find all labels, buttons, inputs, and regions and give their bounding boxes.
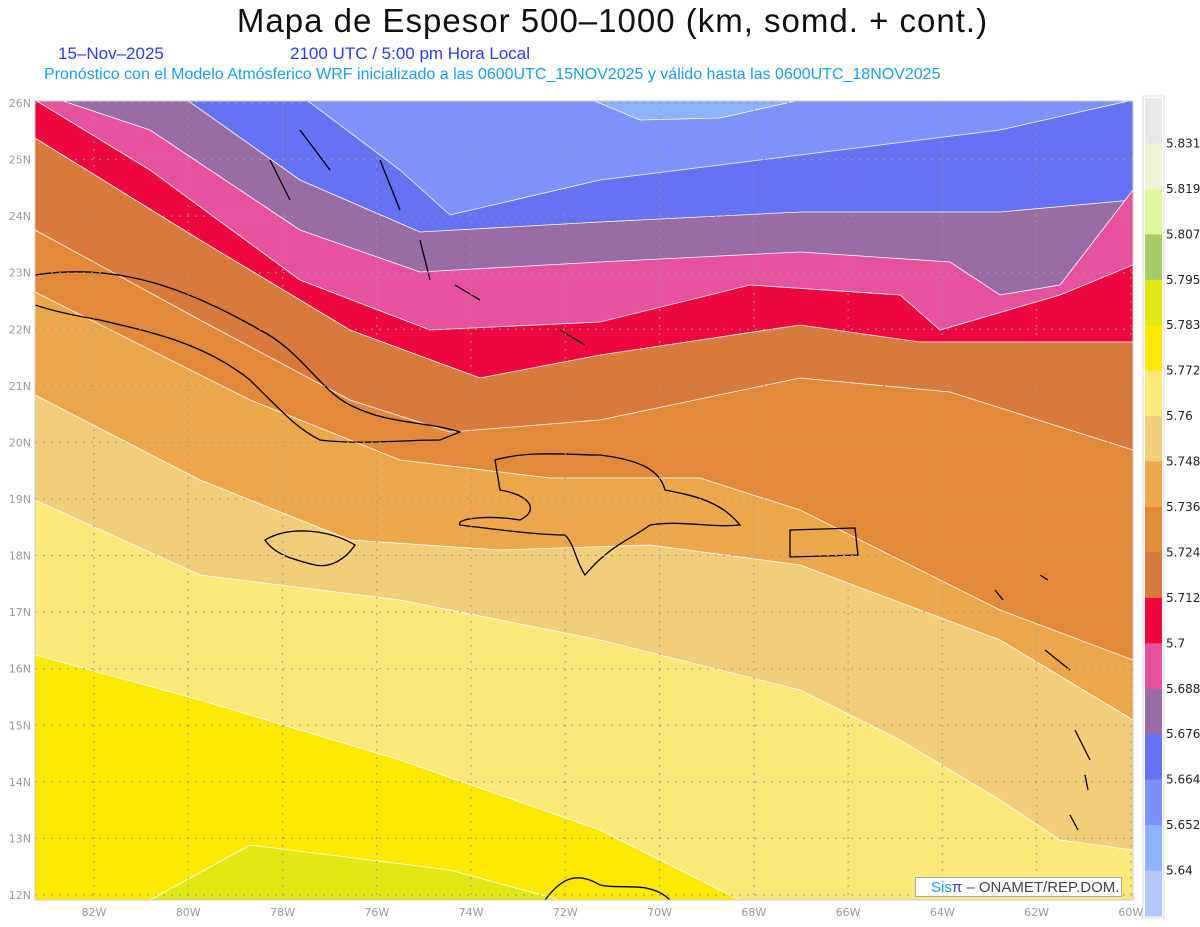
lon-label: 78W: [270, 906, 295, 919]
colorbar-swatch: [1145, 870, 1162, 917]
thickness-shading: [35, 101, 1133, 900]
colorbar-label: 5.807: [1166, 227, 1200, 241]
model-info: Pronóstico con el Modelo Atmósferico WRF…: [44, 66, 941, 83]
lon-label: 68W: [741, 906, 766, 919]
colorbar-label: 5.76: [1166, 409, 1193, 423]
colorbar-label: 5.652: [1166, 818, 1200, 832]
map-frame: [34, 100, 1134, 901]
colorbar-label: 5.748: [1166, 455, 1200, 469]
coastlines: [35, 129, 1091, 900]
colorbar-label: 5.7: [1166, 636, 1185, 650]
south-america-coast: [544, 877, 671, 900]
lon-label: 82W: [82, 906, 107, 919]
colorbar-label: 5.688: [1166, 682, 1200, 696]
lon-label: 66W: [836, 906, 861, 919]
colorbar-label: 5.772: [1166, 364, 1200, 378]
lat-label: 22N: [9, 323, 31, 336]
colorbar-swatch: [1145, 734, 1162, 781]
colorbar-label: 5.64: [1166, 864, 1193, 878]
colorbar-label: 5.795: [1166, 273, 1200, 287]
puerto-rico-outline: [789, 527, 859, 558]
colorbar-label: 5.712: [1166, 591, 1200, 605]
longitude-labels: 82W 80W 78W 76W 74W 72W 70W 68W 66W 64W 62W 60W: [82, 906, 1144, 919]
colorbar-label: 5.831: [1166, 136, 1200, 150]
lat-label: 24N: [9, 210, 31, 223]
credit-pi: π: [951, 879, 963, 896]
colorbar-swatch: [1145, 279, 1162, 326]
lat-label: 17N: [9, 606, 31, 619]
jamaica-outline: [264, 530, 356, 567]
lat-label: 25N: [9, 154, 31, 167]
credit-box: Sisπ – ONAMET/REP.DOM.: [915, 877, 1122, 897]
colorbar-swatch: [1145, 325, 1162, 372]
lat-label: 12N: [9, 889, 31, 902]
colorbar-label: 5.676: [1166, 727, 1200, 741]
colorbar-label: 5.783: [1166, 318, 1200, 332]
colorbar-swatch: [1145, 461, 1162, 508]
colorbar-label: 5.664: [1166, 773, 1200, 787]
forecast-date: 15–Nov–2025: [58, 44, 164, 63]
credit-sis: Sis: [931, 879, 952, 896]
lon-label: 80W: [176, 906, 201, 919]
lon-label: 62W: [1024, 906, 1049, 919]
colorbar-swatch: [1145, 234, 1162, 281]
colorbar-swatch: [1145, 552, 1162, 599]
lon-label: 70W: [647, 906, 672, 919]
colorbar-swatch: [1145, 597, 1162, 644]
lat-label: 16N: [9, 663, 31, 676]
colorbar-label: 5.736: [1166, 500, 1200, 514]
lon-label: 76W: [364, 906, 389, 919]
lon-label: 60W: [1118, 906, 1143, 919]
lat-label: 14N: [9, 776, 31, 789]
colorbar-swatch: [1145, 416, 1162, 463]
graticule: [35, 101, 1133, 900]
colorbar-swatch: [1145, 643, 1162, 690]
colorbar-swatch: [1145, 143, 1162, 190]
lon-label: 72W: [553, 906, 578, 919]
thickness-band: [149, 844, 562, 900]
colorbar-swatch: [1145, 688, 1162, 735]
lesser-antilles-outline: [994, 574, 1091, 831]
lat-label: 18N: [9, 550, 31, 563]
colorbar-swatch: [1145, 188, 1162, 235]
colorbar-swatch: [1145, 370, 1162, 417]
map-title: Mapa de Espesor 500–1000 (km, somd. + co…: [236, 2, 989, 39]
latitude-labels: 26N 25N 24N 23N 22N 21N 20N 19N 18N 17N 16N 15N 14N 1…: [9, 97, 31, 902]
colorbar: 5.831 5.819 5.807 5.795 5.783 5.772 5.76 5.748 5…: [1142, 95, 1200, 919]
colorbar-swatch: [1145, 825, 1162, 872]
forecast-time: 2100 UTC / 5:00 pm Hora Local: [290, 44, 531, 63]
colorbar-label: 5.724: [1166, 545, 1200, 559]
lat-label: 15N: [9, 719, 31, 732]
hispaniola-outline: [459, 453, 742, 577]
lat-label: 21N: [9, 380, 31, 393]
colorbar-swatch: [1145, 779, 1162, 826]
credit-text: – ONAMET/REP.DOM.: [966, 879, 1120, 896]
colorbar-swatch: [1145, 98, 1162, 144]
lat-label: 23N: [9, 267, 31, 280]
lon-label: 64W: [930, 906, 955, 919]
cuba-outline: [35, 271, 462, 443]
lat-label: 13N: [9, 832, 31, 845]
lat-label: 20N: [9, 436, 31, 449]
colorbar-label: 5.819: [1166, 182, 1200, 196]
lat-label: 26N: [9, 97, 31, 110]
colorbar-frame: [1142, 95, 1165, 919]
colorbar-swatch: [1145, 507, 1162, 553]
bahamas-outline: [269, 129, 586, 346]
lat-label: 19N: [9, 493, 31, 506]
lon-label: 74W: [459, 906, 484, 919]
